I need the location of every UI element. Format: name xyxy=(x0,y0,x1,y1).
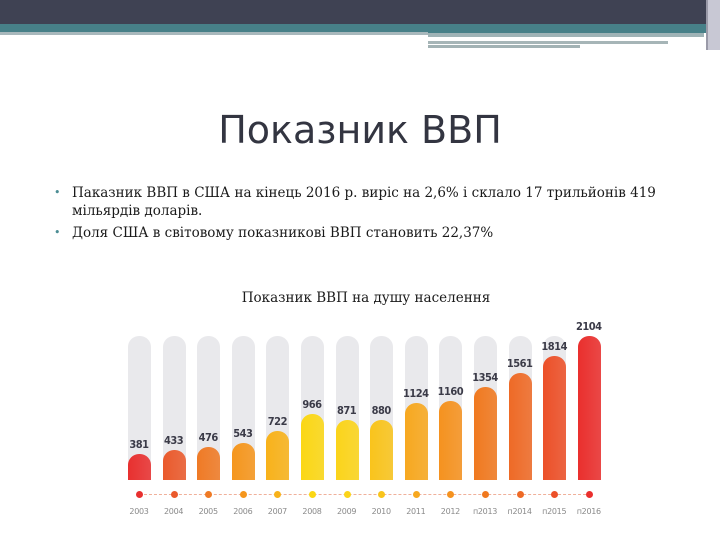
bar-column: 722 xyxy=(266,300,290,480)
header-rule xyxy=(428,45,580,48)
year-label: 2011 xyxy=(406,507,426,516)
bar-value-label: 1160 xyxy=(437,384,464,398)
timeline-dot xyxy=(482,491,489,498)
bar-fill xyxy=(231,442,255,480)
bar-value-label: 880 xyxy=(371,403,392,417)
bar-fill xyxy=(301,413,324,480)
bullet-list: • Паказник ВВП в США на кінець 2016 р. в… xyxy=(54,184,704,246)
bar-value-label: 1354 xyxy=(472,371,498,385)
bar-fill xyxy=(577,336,601,480)
bar-column: 1160 xyxy=(438,300,464,480)
bar-value-label: 2104 xyxy=(576,320,602,333)
year-label: 2009 xyxy=(337,507,357,516)
bar-column: 381 xyxy=(128,300,151,480)
gdp-per-capita-chart: 381 2003 433 2004 476 2005 543 2006 722 2007 966 20… xyxy=(120,300,610,525)
bar-value-label: 1124 xyxy=(403,387,429,401)
bar-fill xyxy=(404,403,428,480)
year-label: п2015 xyxy=(542,507,567,516)
bar-value-label: 433 xyxy=(164,434,184,448)
header-bar xyxy=(0,0,720,24)
header-accent-band xyxy=(0,24,712,33)
timeline-dot xyxy=(447,491,455,498)
timeline-dot xyxy=(412,491,420,498)
bar-fill xyxy=(128,453,151,480)
timeline-dot xyxy=(585,491,593,498)
bar-value-label: 476 xyxy=(198,431,219,445)
year-label: 2010 xyxy=(371,507,391,516)
bar-value-label: 722 xyxy=(267,414,288,428)
slide-title: Показник ВВП xyxy=(218,108,502,152)
bar-value-label: 1814 xyxy=(541,339,567,353)
chart-caption: Показник ВВП на душу населення xyxy=(241,290,491,306)
bar-value-label: 871 xyxy=(337,404,357,418)
timeline-dot xyxy=(551,491,559,498)
bullet-icon: • xyxy=(54,186,61,199)
timeline-dot xyxy=(274,491,282,498)
bar-fill xyxy=(543,355,567,480)
year-label: 2005 xyxy=(198,507,218,516)
bullet-item: • Паказник ВВП в США на кінець 2016 р. в… xyxy=(54,184,704,220)
year-label: п2016 xyxy=(576,507,601,516)
timeline-dot xyxy=(136,491,143,498)
bar-value-label: 543 xyxy=(233,426,253,440)
bar-value-label: 966 xyxy=(302,397,322,411)
bar-column: 1124 xyxy=(403,300,429,480)
bar-track xyxy=(128,336,151,480)
timeline-dot xyxy=(343,491,351,498)
bullet-item: • Доля США в світовому показникові ВВП с… xyxy=(54,224,704,242)
bar-fill xyxy=(508,373,532,480)
bar-fill xyxy=(162,450,186,480)
year-label: 2008 xyxy=(302,507,322,516)
bar-value-label: 381 xyxy=(129,437,149,451)
timeline-dot xyxy=(516,491,524,498)
timeline-dot xyxy=(309,491,316,498)
year-label: 2007 xyxy=(267,507,287,516)
bar-column: 966 xyxy=(301,300,324,480)
year-label: 2012 xyxy=(440,507,460,516)
bullet-text: Паказник ВВП в США на кінець 2016 р. вир… xyxy=(72,185,656,219)
bar-fill xyxy=(439,400,463,480)
bar-column: 880 xyxy=(370,300,394,480)
bullet-text: Доля США в світовому показникові ВВП ста… xyxy=(72,225,494,241)
bar-value-label: 1561 xyxy=(506,357,533,371)
year-label: п2013 xyxy=(472,507,498,516)
bar-column: 543 xyxy=(231,300,255,480)
header-rule xyxy=(428,33,704,37)
header-rule xyxy=(0,32,428,35)
timeline-dot xyxy=(205,491,213,498)
year-label: 2004 xyxy=(164,507,184,516)
timeline-dot xyxy=(239,491,247,498)
bar-fill xyxy=(266,430,290,480)
bar-column: 1561 xyxy=(507,300,533,480)
bar-fill xyxy=(197,447,221,480)
bullet-icon: • xyxy=(54,226,61,239)
bar-track xyxy=(162,336,186,480)
timeline-line xyxy=(139,494,591,495)
bar-track xyxy=(197,336,221,480)
bar-column: 476 xyxy=(197,300,221,480)
header-edge xyxy=(706,0,720,50)
timeline-dot xyxy=(170,491,178,498)
year-label: 2003 xyxy=(129,507,149,516)
year-label: 2006 xyxy=(233,507,253,516)
timeline-dot xyxy=(378,491,386,498)
bar-fill xyxy=(370,419,394,480)
bar-column: 1354 xyxy=(472,300,498,480)
year-label: п2014 xyxy=(507,507,532,516)
bar-fill xyxy=(474,387,497,480)
bar-column: 2104 xyxy=(576,300,602,480)
bar-column: 1814 xyxy=(541,300,567,480)
bar-column: 871 xyxy=(335,300,359,480)
header-rule xyxy=(428,41,668,44)
bar-fill xyxy=(335,420,359,480)
bar-column: 433 xyxy=(162,300,186,480)
